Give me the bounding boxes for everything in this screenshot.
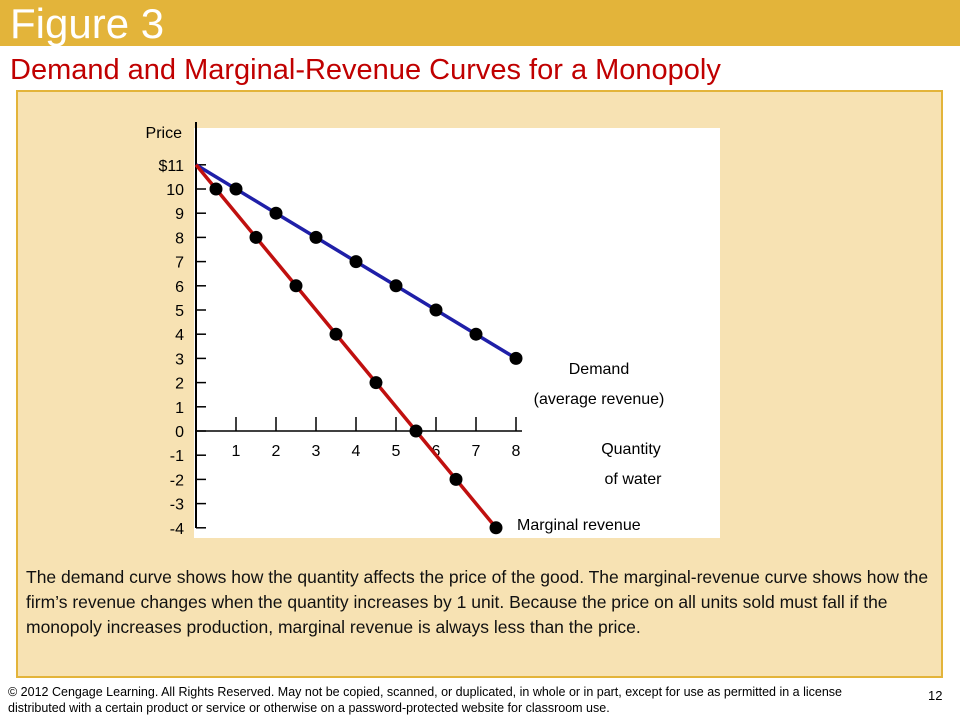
chart-title: Demand and Marginal-Revenue Curves for a… (10, 54, 721, 86)
x-tick-label: 5 (392, 443, 401, 460)
marginal-revenue-point (209, 182, 223, 196)
y-tick-label: 2 (175, 376, 184, 393)
x-tick-label: 2 (272, 443, 281, 460)
marginal-revenue-label: Marginal revenue (517, 517, 641, 534)
y-tick-label: -1 (170, 448, 184, 465)
y-tick-label: 8 (175, 230, 184, 247)
marginal-revenue-point (489, 521, 503, 535)
y-tick-label: 4 (175, 327, 184, 344)
marginal-revenue-point (249, 230, 263, 244)
marginal-revenue-point (409, 424, 423, 438)
marginal-revenue-point (369, 376, 383, 390)
y-tick-label: 7 (175, 255, 184, 272)
y-tick-label: -2 (170, 472, 184, 489)
demand-point (429, 303, 443, 317)
y-tick-label: 6 (175, 279, 184, 296)
demand-point (309, 230, 323, 244)
copyright-notice: © 2012 Cengage Learning. All Rights Rese… (8, 685, 843, 715)
page-number: 12 (928, 688, 943, 703)
y-tick-label: 10 (166, 182, 184, 199)
demand-point (509, 351, 523, 365)
x-axis-label: of water (605, 471, 663, 488)
demand-point (349, 255, 363, 269)
demand-point (469, 327, 483, 341)
marginal-revenue-point (289, 279, 303, 293)
y-tick-label: 5 (175, 303, 184, 320)
x-tick-label: 6 (432, 443, 441, 460)
x-tick-label: 1 (232, 443, 241, 460)
x-tick-label: 8 (512, 443, 521, 460)
y-tick-label: -3 (170, 497, 184, 514)
y-axis-label: Price (146, 125, 183, 142)
figure-label: Figure 3 (10, 0, 165, 47)
demand-point (269, 206, 283, 220)
y-tick-label: 0 (175, 424, 184, 441)
y-tick-label: 9 (175, 206, 184, 223)
y-tick-label: $11 (158, 158, 184, 175)
demand-point (229, 182, 243, 196)
demand-label: (average revenue) (534, 391, 665, 408)
x-tick-label: 7 (472, 443, 481, 460)
plot-area (194, 128, 720, 538)
header-band (0, 0, 960, 46)
x-tick-label: 4 (352, 443, 361, 460)
y-tick-label: 1 (175, 400, 184, 417)
demand-label: Demand (569, 361, 629, 378)
x-tick-label: 3 (312, 443, 321, 460)
demand-point (389, 279, 403, 293)
figure-caption: The demand curve shows how the quantity … (26, 567, 929, 637)
marginal-revenue-point (449, 472, 463, 486)
y-tick-label: 3 (175, 351, 184, 368)
marginal-revenue-point (329, 327, 343, 341)
y-tick-label: -4 (170, 521, 184, 538)
x-axis-label: Quantity (601, 441, 661, 458)
